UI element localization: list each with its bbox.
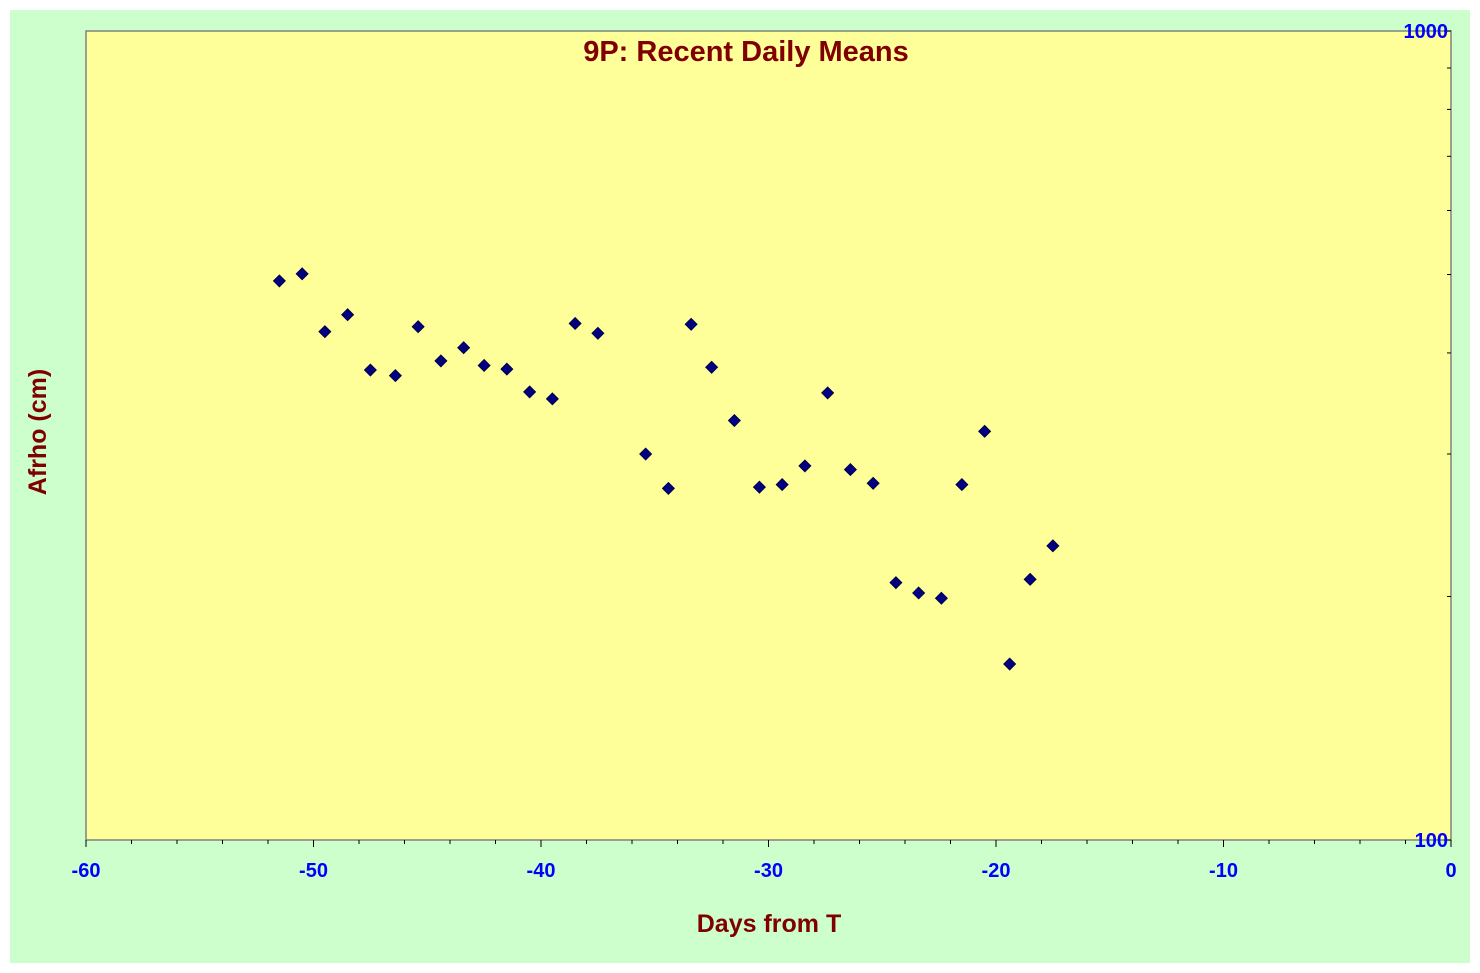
data-point bbox=[821, 386, 835, 400]
data-point bbox=[934, 591, 948, 605]
scatter-chart: -60 -50 -40 -30 -20 -10 0 1000 100 9P: Recent D… bbox=[24, 21, 1457, 938]
y-axis-tick-labels: 1000 100 bbox=[1404, 21, 1449, 852]
data-point bbox=[955, 478, 969, 492]
data-point bbox=[978, 424, 992, 438]
y-axis-title: Afrho (cm) bbox=[24, 369, 52, 495]
x-axis-title: Days from T bbox=[697, 910, 841, 938]
data-point bbox=[1023, 572, 1037, 586]
x-tick-label: -50 bbox=[299, 860, 328, 882]
chart-background: -60 -50 -40 -30 -20 -10 0 1000 100 9P: Recent D… bbox=[10, 10, 1470, 963]
data-point bbox=[388, 369, 402, 383]
x-tick-label: -40 bbox=[527, 860, 556, 882]
data-point bbox=[523, 385, 537, 399]
x-axis-ticks bbox=[85, 840, 1452, 847]
data-point bbox=[457, 341, 471, 355]
data-point bbox=[775, 478, 789, 492]
data-point bbox=[1046, 539, 1060, 553]
data-point bbox=[866, 476, 880, 490]
y-axis-ticks bbox=[1444, 30, 1451, 841]
x-tick-label: -60 bbox=[72, 860, 101, 882]
data-point bbox=[752, 480, 766, 494]
data-point bbox=[477, 358, 491, 373]
data-point bbox=[591, 326, 605, 340]
data-point bbox=[705, 360, 719, 374]
data-point bbox=[684, 317, 698, 331]
data-point bbox=[363, 363, 377, 377]
data-point bbox=[661, 481, 675, 495]
data-point bbox=[295, 267, 309, 281]
x-tick-label: -20 bbox=[982, 860, 1011, 882]
x-tick-label: -30 bbox=[754, 860, 783, 882]
data-points bbox=[272, 267, 1060, 671]
y-tick-label: 100 bbox=[1415, 830, 1448, 852]
y-tick-label: 1000 bbox=[1404, 21, 1449, 43]
data-point bbox=[500, 362, 514, 376]
x-tick-label: 0 bbox=[1445, 860, 1456, 882]
data-point bbox=[1003, 657, 1017, 671]
data-point bbox=[318, 325, 332, 339]
x-tick-label: -10 bbox=[1209, 860, 1238, 882]
data-point bbox=[912, 586, 926, 600]
data-point bbox=[411, 320, 425, 334]
data-point bbox=[341, 308, 355, 322]
data-point bbox=[639, 447, 653, 461]
x-axis-tick-labels: -60 -50 -40 -30 -20 -10 0 bbox=[72, 860, 1457, 882]
plot-area bbox=[85, 30, 1452, 841]
data-point bbox=[843, 463, 857, 477]
data-point bbox=[727, 413, 741, 428]
data-point bbox=[272, 274, 286, 288]
data-point bbox=[798, 459, 812, 473]
data-point bbox=[568, 316, 582, 331]
data-point bbox=[889, 576, 903, 590]
data-point bbox=[545, 392, 559, 406]
chart-title: 9P: Recent Daily Means bbox=[583, 36, 909, 68]
data-point bbox=[434, 354, 448, 368]
